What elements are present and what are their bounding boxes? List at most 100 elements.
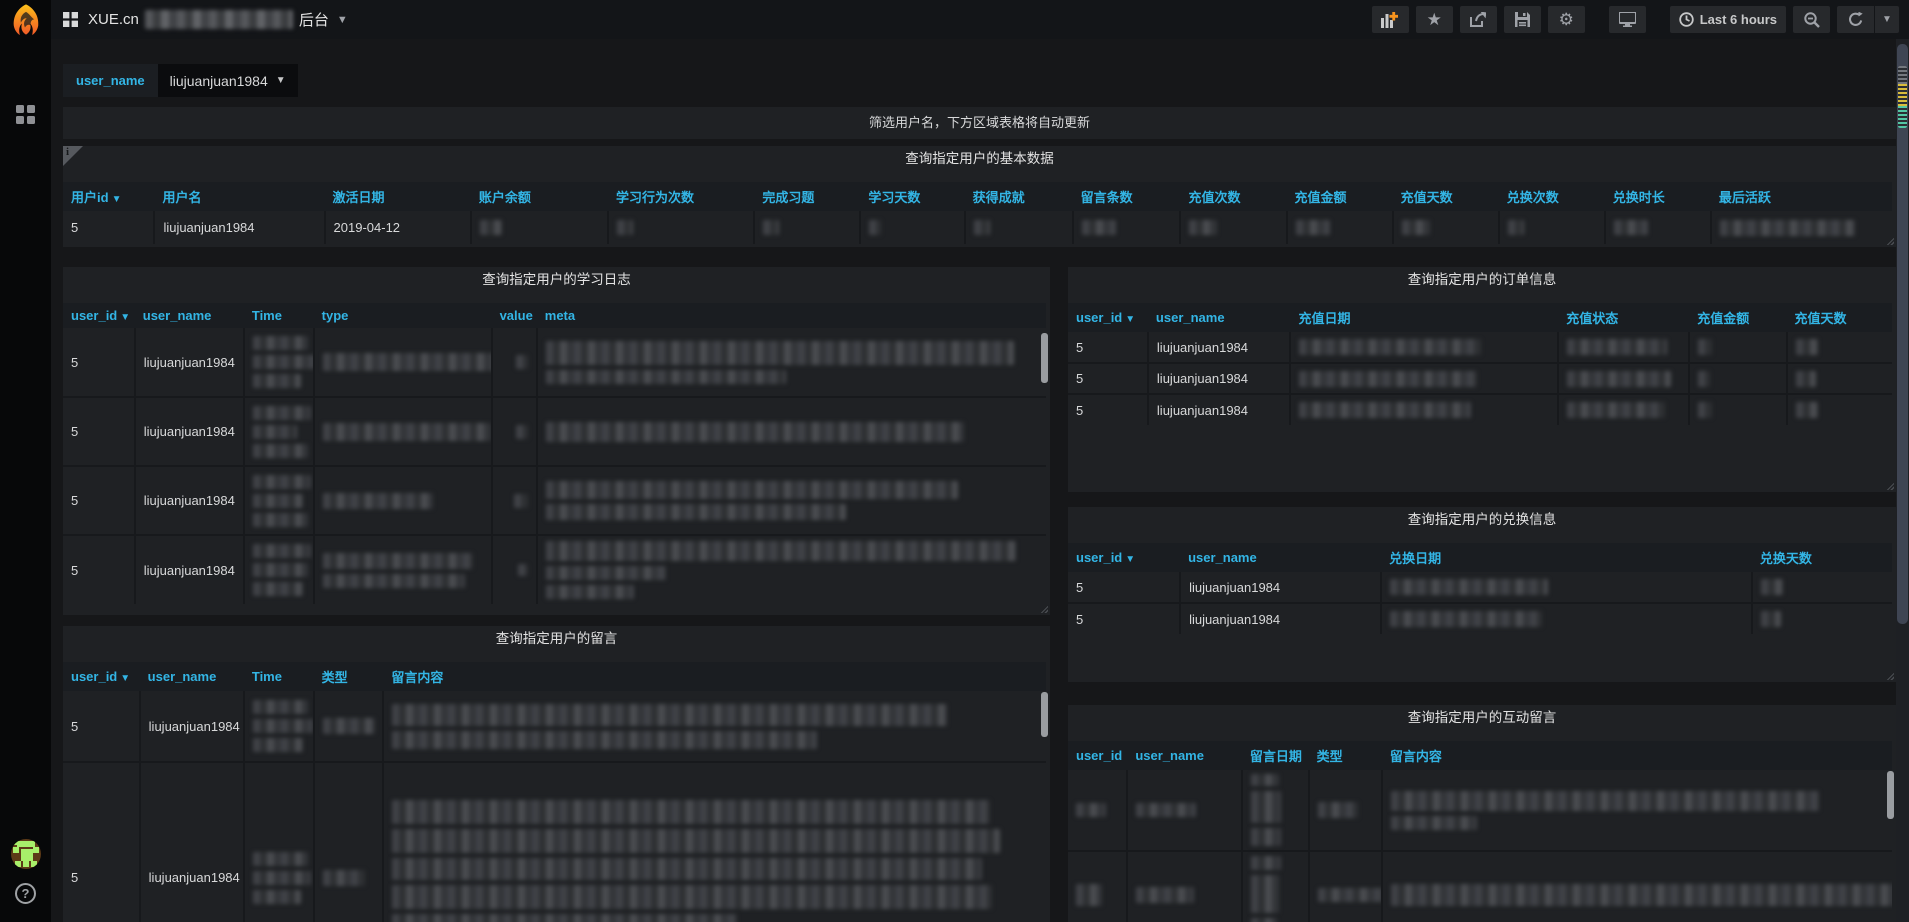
column-header-0[interactable]: user_id▼ [63,662,140,691]
column-header-1[interactable]: user_name [1127,741,1242,770]
redacted-block [546,566,666,580]
column-header-4[interactable]: value [492,303,537,328]
dashboards-grid-icon[interactable] [16,105,36,125]
panel-title[interactable]: 查询指定用户的基本数据 [63,146,1896,172]
redacted-block [1761,579,1783,595]
refresh-button[interactable] [1837,6,1874,33]
redacted-block [392,704,947,726]
column-header-6[interactable]: 学习天数 [860,182,964,211]
column-header-5[interactable]: 充值天数 [1787,303,1893,332]
cell [492,397,537,466]
grafana-logo-icon[interactable] [9,3,43,37]
redacted-block [1076,884,1102,906]
refresh-interval-dropdown[interactable]: ▼ [1875,6,1899,33]
panel-resize-handle[interactable] [1886,672,1894,680]
column-header-3[interactable]: 类型 [314,662,384,691]
time-range-picker[interactable]: Last 6 hours [1670,6,1786,33]
dashboard-picker-icon[interactable] [63,12,78,27]
variable-value-dropdown[interactable]: liujuanjuan1984 ▼ [158,64,298,97]
star-dashboard-button[interactable]: ★ [1416,6,1453,33]
column-header-5[interactable]: 完成习题 [754,182,860,211]
redacted-block [1698,402,1712,418]
column-header-0[interactable]: user_id▼ [1068,741,1127,770]
column-header-0[interactable]: 用户id▼ [63,182,154,211]
table-basic: 用户id▼用户名激活日期账户余额学习行为次数完成习题学习天数获得成就留言条数充值… [63,182,1892,244]
table-row: 5liujuanjuan1984 [63,762,1046,922]
redacted-block [323,718,375,734]
column-header-1[interactable]: user_name [135,303,244,328]
column-header-5[interactable]: meta [537,303,1046,328]
redacted-block [1390,579,1548,595]
redacted-block [253,336,308,350]
column-header-2[interactable]: 激活日期 [325,182,471,211]
column-header-1[interactable]: user_name [1148,303,1291,332]
help-icon[interactable]: ? [15,883,36,904]
dashboard-settings-button[interactable]: ⚙ [1548,6,1585,33]
gear-icon: ⚙ [1559,11,1574,28]
column-header-9[interactable]: 充值次数 [1180,182,1286,211]
add-panel-button[interactable] [1372,6,1409,33]
column-header-4[interactable]: 留言内容 [1382,741,1892,770]
column-header-12[interactable]: 兑换次数 [1499,182,1605,211]
column-header-14[interactable]: 最后活跃 [1711,182,1892,211]
column-header-4[interactable]: 充值金额 [1689,303,1786,332]
column-header-3[interactable]: 充值状态 [1558,303,1689,332]
column-header-3[interactable]: type [314,303,492,328]
column-header-4[interactable]: 留言内容 [383,662,1046,691]
page-scrollbar-thumb[interactable] [1897,44,1908,624]
column-header-4[interactable]: 学习行为次数 [608,182,754,211]
column-header-8[interactable]: 留言条数 [1073,182,1181,211]
table-scrollbar[interactable] [1041,692,1048,737]
redacted-block [1796,339,1818,355]
panel-resize-handle[interactable] [1886,237,1894,245]
panel-title[interactable]: 查询指定用户的兑换信息 [1068,507,1896,533]
cycle-view-mode-button[interactable] [1609,6,1646,33]
column-header-2[interactable]: 兑换日期 [1381,543,1752,572]
column-header-2[interactable]: 留言日期 [1242,741,1309,770]
cell [1290,332,1558,363]
column-header-3[interactable]: 账户余额 [471,182,608,211]
save-dashboard-button[interactable] [1504,6,1541,33]
column-header-3[interactable]: 兑换天数 [1752,543,1892,572]
column-header-0[interactable]: user_id▼ [1068,303,1148,332]
table-row: 5liujuanjuan1984 [63,397,1046,466]
table-scrollbar[interactable] [1887,771,1894,819]
user-avatar[interactable] [11,839,41,869]
column-header-11[interactable]: 充值天数 [1393,182,1499,211]
column-header-10[interactable]: 充值金额 [1287,182,1393,211]
column-header-1[interactable]: user_name [140,662,244,691]
table-row: 5liujuanjuan1984 [1068,363,1892,394]
panel-title[interactable]: 查询指定用户的留言 [63,626,1050,652]
panel-resize-handle[interactable] [1040,605,1048,613]
panel-info-corner-icon[interactable]: i [63,146,83,166]
cell [314,328,492,397]
table-header-row: user_id▼user_nameTime类型留言内容 [63,662,1046,691]
table-scrollbar[interactable] [1041,333,1048,383]
column-header-0[interactable]: user_id▼ [1068,543,1180,572]
dashboard-title[interactable]: XUE.cn 后台 ▼ [88,9,348,30]
redacted-block [1318,802,1358,818]
panel-title[interactable]: 查询指定用户的订单信息 [1068,267,1896,293]
column-header-13[interactable]: 兑换时长 [1605,182,1711,211]
cell [314,762,384,922]
column-header-7[interactable]: 获得成就 [965,182,1073,211]
panel-title[interactable]: 查询指定用户的学习日志 [63,267,1050,293]
page-scrollbar-track[interactable] [1896,39,1909,922]
monitor-icon [1619,12,1636,27]
redacted-block [516,425,528,439]
column-header-2[interactable]: Time [244,303,314,328]
cell [244,691,314,762]
chevron-down-icon: ▼ [1882,14,1892,25]
panel-resize-handle[interactable] [1886,482,1894,490]
panel-title[interactable]: 查询指定用户的互动留言 [1068,705,1896,731]
column-header-0[interactable]: user_id▼ [63,303,135,328]
column-header-3[interactable]: 类型 [1309,741,1382,770]
share-dashboard-button[interactable] [1460,6,1497,33]
column-header-1[interactable]: 用户名 [154,182,324,211]
column-header-1[interactable]: user_name [1180,543,1381,572]
column-header-2[interactable]: Time [244,662,314,691]
zoom-out-time-button[interactable] [1793,6,1830,33]
redacted-block [323,870,365,886]
column-header-2[interactable]: 充值日期 [1290,303,1558,332]
redacted-block [253,406,311,420]
